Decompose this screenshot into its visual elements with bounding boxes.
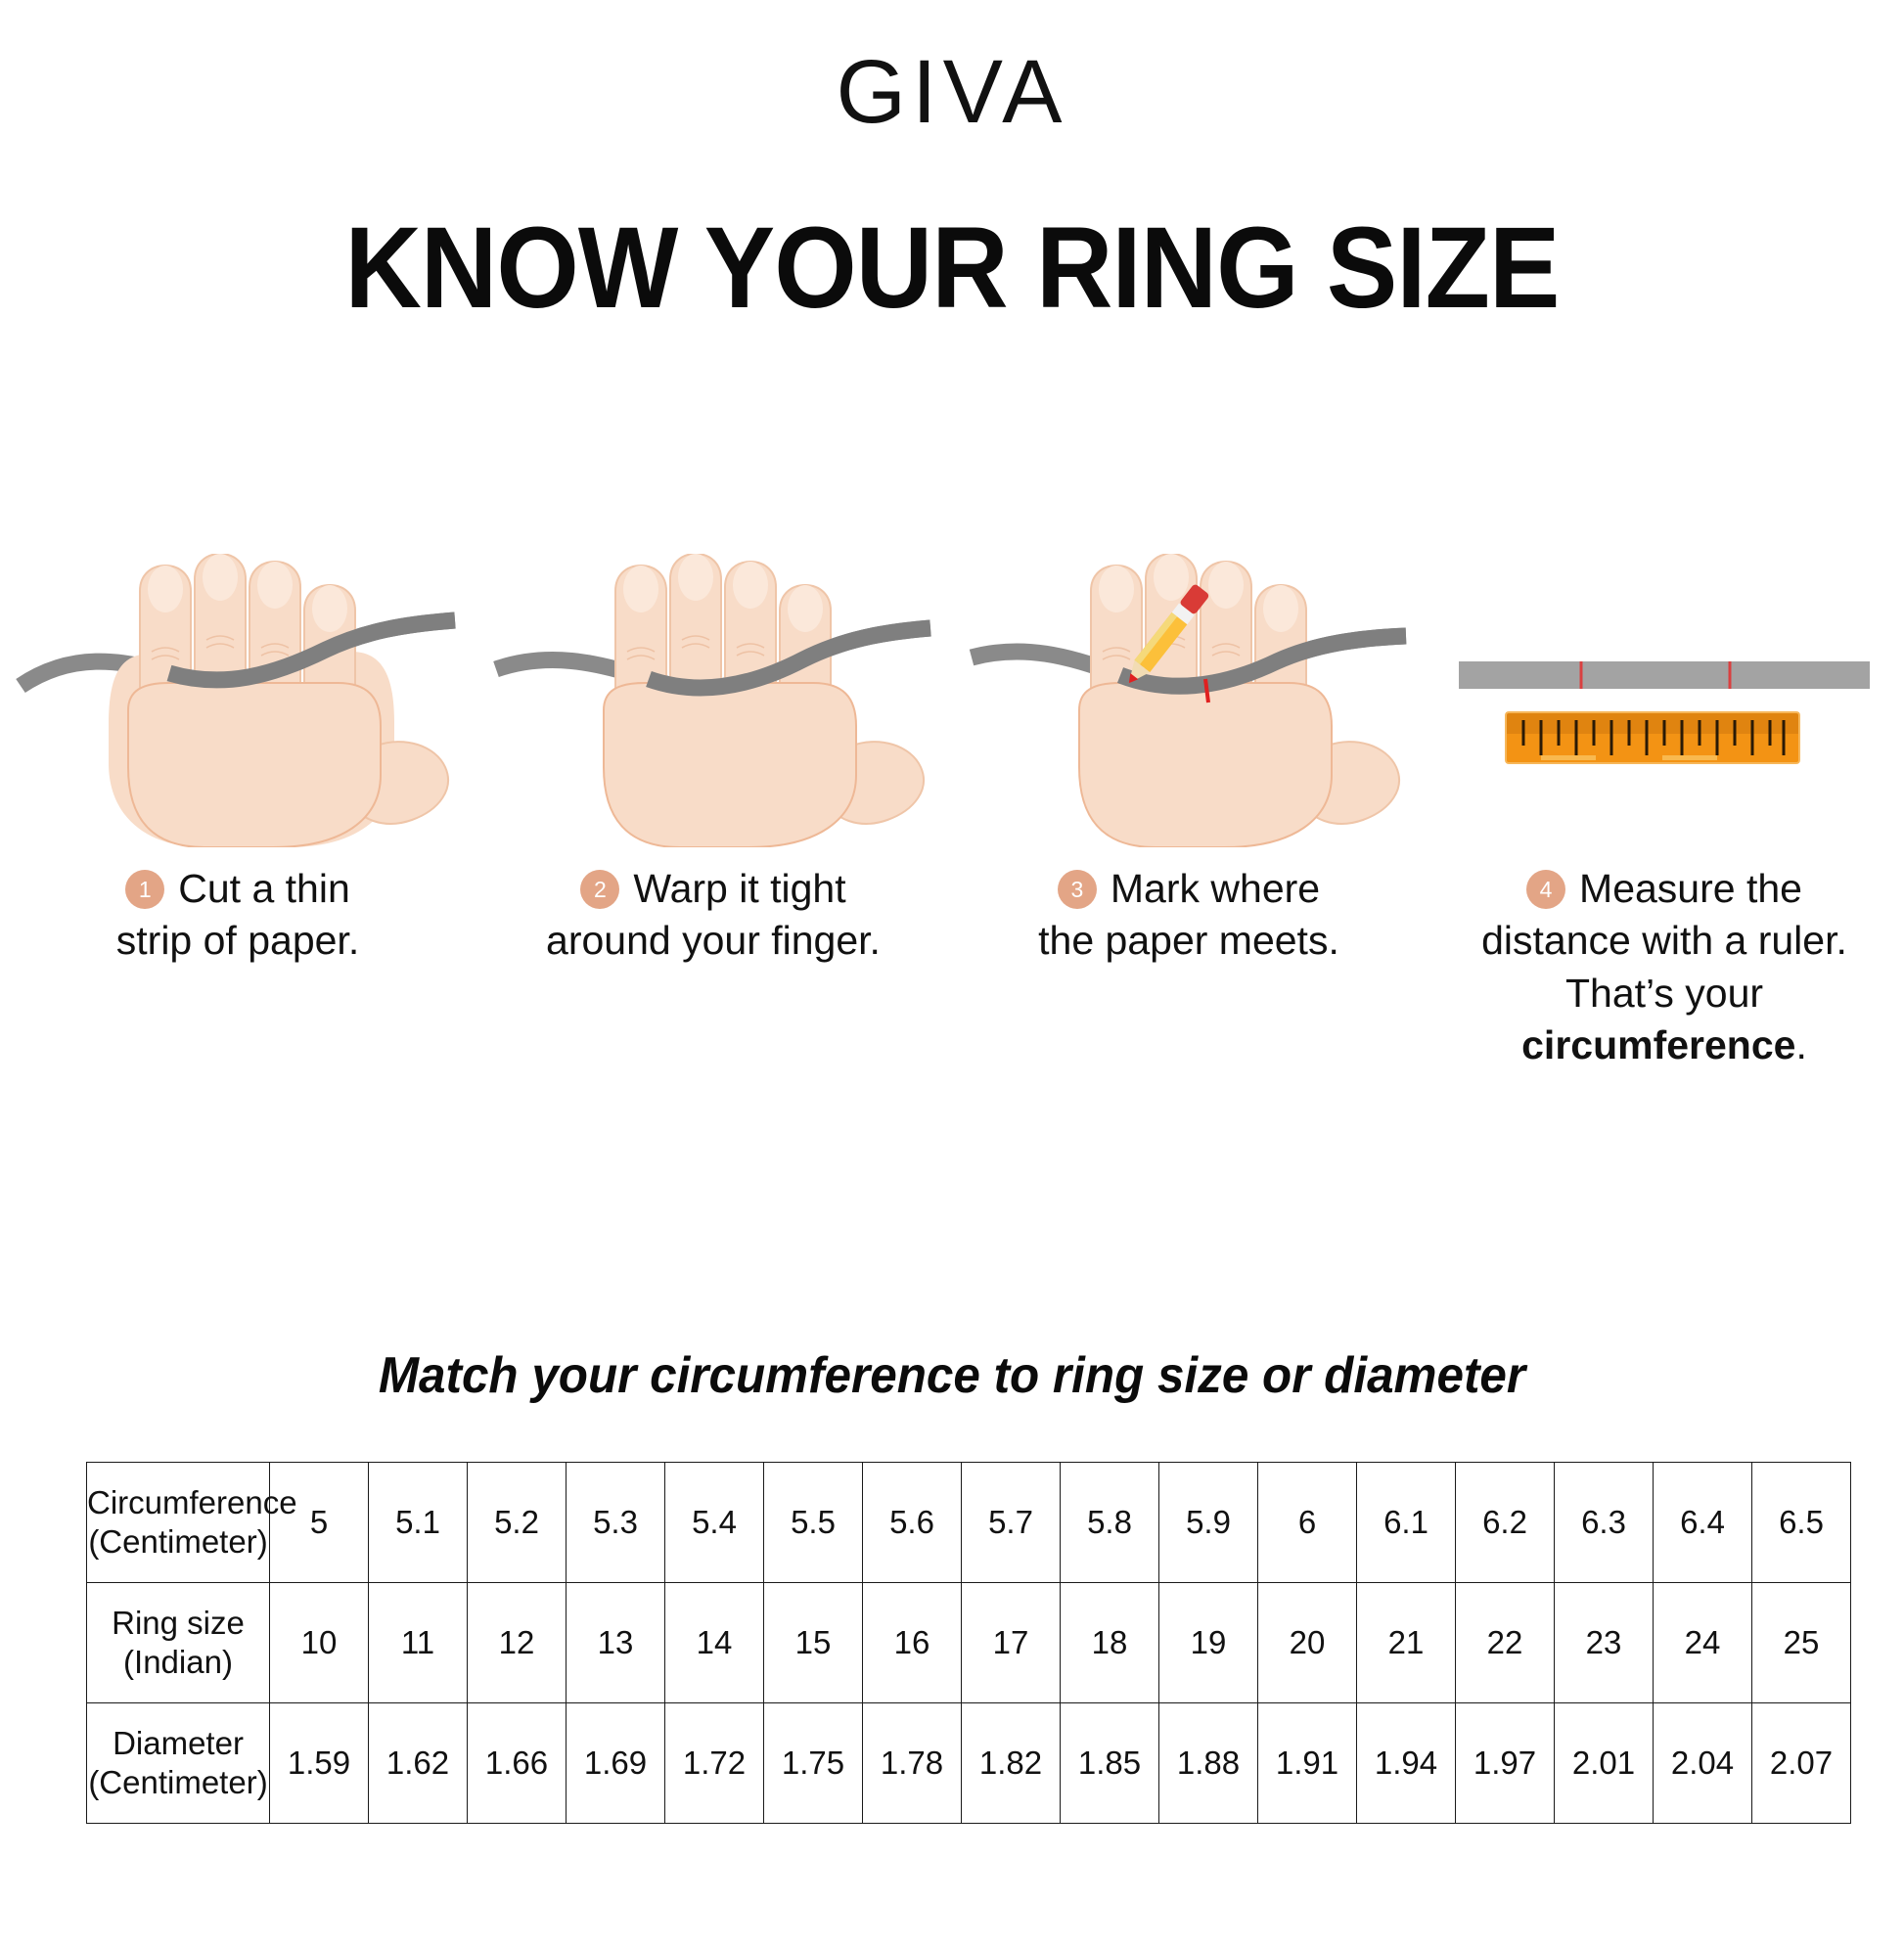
step-1: 1 Cut a thin strip of paper. xyxy=(0,554,476,968)
cell-diameter-0: 1.59 xyxy=(269,1702,369,1824)
cell-ring-size-11: 21 xyxy=(1356,1582,1456,1703)
ring-size-table: Circumference (Centimeter) 5 5.1 5.2 5.3… xyxy=(86,1462,1851,1824)
illustration-hand-with-pencil-mark xyxy=(964,554,1414,847)
cell-diameter-7: 1.82 xyxy=(961,1702,1061,1824)
cell-ring-size-8: 18 xyxy=(1060,1582,1159,1703)
step-3-line2: the paper meets. xyxy=(1038,918,1339,964)
cell-diameter-2: 1.66 xyxy=(467,1702,567,1824)
step-4-caption: 4 Measure the distance with a ruler. That… xyxy=(1434,863,1894,1071)
cell-ring-size-5: 15 xyxy=(763,1582,863,1703)
cell-circumference-9: 5.9 xyxy=(1158,1462,1258,1583)
step-4-line1: Measure the xyxy=(1579,866,1802,911)
cell-ring-size-7: 17 xyxy=(961,1582,1061,1703)
cell-circumference-5: 5.5 xyxy=(763,1462,863,1583)
row-label-ring-size: Ring size (Indian) xyxy=(86,1582,270,1703)
row-label-diameter-line2: (Centimeter) xyxy=(88,1764,268,1800)
cell-circumference-7: 5.7 xyxy=(961,1462,1061,1583)
cell-ring-size-13: 23 xyxy=(1554,1582,1654,1703)
cell-diameter-1: 1.62 xyxy=(368,1702,468,1824)
step-1-number-badge: 1 xyxy=(125,870,165,909)
illustration-hand-with-paper-strip xyxy=(13,554,463,847)
step-1-caption: 1 Cut a thin strip of paper. xyxy=(8,863,468,968)
step-4-line2: distance with a ruler. xyxy=(1481,918,1847,964)
cell-diameter-11: 1.94 xyxy=(1356,1702,1456,1824)
paper-strip-icon xyxy=(1459,661,1870,689)
cell-diameter-15: 2.07 xyxy=(1751,1702,1851,1824)
row-label-circumference-line2: (Centimeter) xyxy=(88,1523,268,1560)
step-2-line1: Warp it tight xyxy=(633,866,846,911)
pencil-icon xyxy=(1128,584,1209,684)
table-row-diameter: Diameter (Centimeter) 1.59 1.62 1.66 1.6… xyxy=(86,1702,1851,1824)
cell-ring-size-10: 20 xyxy=(1257,1582,1357,1703)
cell-circumference-4: 5.4 xyxy=(664,1462,764,1583)
step-2-number-badge: 2 xyxy=(580,870,620,909)
step-2: 2 Warp it tight around your finger. xyxy=(476,554,951,968)
step-1-line1: Cut a thin xyxy=(178,866,350,911)
step-3-caption: 3 Mark where the paper meets. xyxy=(959,863,1419,968)
cell-circumference-2: 5.2 xyxy=(467,1462,567,1583)
cell-diameter-8: 1.85 xyxy=(1060,1702,1159,1824)
steps-row: 1 Cut a thin strip of paper. xyxy=(0,554,1904,1071)
table-row-circumference: Circumference (Centimeter) 5 5.1 5.2 5.3… xyxy=(86,1462,1851,1583)
cell-diameter-6: 1.78 xyxy=(862,1702,962,1824)
row-label-circumference-line1: Circumference xyxy=(87,1483,297,1520)
row-label-circumference: Circumference (Centimeter) xyxy=(86,1462,297,1583)
cell-diameter-10: 1.91 xyxy=(1257,1702,1357,1824)
cell-circumference-0: 5 xyxy=(269,1462,369,1583)
cell-diameter-9: 1.88 xyxy=(1158,1702,1258,1824)
row-label-ring-size-line2: (Indian) xyxy=(123,1644,233,1680)
ring-size-table-wrap: Circumference (Centimeter) 5 5.1 5.2 5.3… xyxy=(86,1462,1851,1824)
cell-ring-size-14: 24 xyxy=(1653,1582,1752,1703)
step-4-line3-prefix: That’s your xyxy=(1564,970,1764,1016)
cell-ring-size-0: 10 xyxy=(269,1582,369,1703)
cell-diameter-14: 2.04 xyxy=(1653,1702,1752,1824)
cell-diameter-4: 1.72 xyxy=(664,1702,764,1824)
ruler-icon xyxy=(1505,711,1800,764)
cell-ring-size-15: 25 xyxy=(1751,1582,1851,1703)
cell-ring-size-6: 16 xyxy=(862,1582,962,1703)
step-3-line1: Mark where xyxy=(1110,866,1321,911)
cell-circumference-14: 6.4 xyxy=(1653,1462,1752,1583)
cell-diameter-12: 1.97 xyxy=(1455,1702,1555,1824)
step-4-line3-suffix: . xyxy=(1795,1021,1807,1067)
brand-logo: GIVA xyxy=(836,42,1068,142)
step-1-line2: strip of paper. xyxy=(115,918,360,964)
cell-ring-size-1: 11 xyxy=(368,1582,468,1703)
cell-ring-size-9: 19 xyxy=(1158,1582,1258,1703)
step-4-line3-bold: circumference xyxy=(1521,1021,1796,1067)
step-2-caption: 2 Warp it tight around your finger. xyxy=(483,863,943,968)
cell-diameter-3: 1.69 xyxy=(566,1702,665,1824)
cell-ring-size-4: 14 xyxy=(664,1582,764,1703)
cell-circumference-6: 5.6 xyxy=(862,1462,962,1583)
cell-circumference-12: 6.2 xyxy=(1455,1462,1555,1583)
step-2-line2: around your finger. xyxy=(546,918,881,964)
page-title: KNOW YOUR RING SIZE xyxy=(344,203,1560,333)
cell-diameter-13: 2.01 xyxy=(1554,1702,1654,1824)
cell-circumference-15: 6.5 xyxy=(1751,1462,1851,1583)
cell-circumference-1: 5.1 xyxy=(368,1462,468,1583)
cell-ring-size-3: 13 xyxy=(566,1582,665,1703)
step-4: 4 Measure the distance with a ruler. That… xyxy=(1427,554,1902,1071)
cell-circumference-8: 5.8 xyxy=(1060,1462,1159,1583)
table-row-ring-size: Ring size (Indian) 10 11 12 13 14 15 16 … xyxy=(86,1582,1851,1703)
cell-ring-size-2: 12 xyxy=(467,1582,567,1703)
step-4-number-badge: 4 xyxy=(1526,870,1566,909)
step-3: 3 Mark where the paper meets. xyxy=(951,554,1427,968)
illustration-hand-with-wrapped-strip xyxy=(488,554,938,847)
cell-circumference-11: 6.1 xyxy=(1356,1462,1456,1583)
row-label-ring-size-line1: Ring size xyxy=(112,1604,245,1641)
cell-diameter-5: 1.75 xyxy=(763,1702,863,1824)
row-label-diameter: Diameter (Centimeter) xyxy=(86,1702,270,1824)
row-label-diameter-line1: Diameter xyxy=(113,1724,244,1761)
cell-ring-size-12: 22 xyxy=(1455,1582,1555,1703)
table-section-title: Match your circumference to ring size or… xyxy=(378,1347,1526,1404)
cell-circumference-13: 6.3 xyxy=(1554,1462,1654,1583)
cell-circumference-3: 5.3 xyxy=(566,1462,665,1583)
cell-circumference-10: 6 xyxy=(1257,1462,1357,1583)
illustration-ruler-and-marked-strip xyxy=(1439,554,1889,847)
step-3-number-badge: 3 xyxy=(1057,870,1097,909)
